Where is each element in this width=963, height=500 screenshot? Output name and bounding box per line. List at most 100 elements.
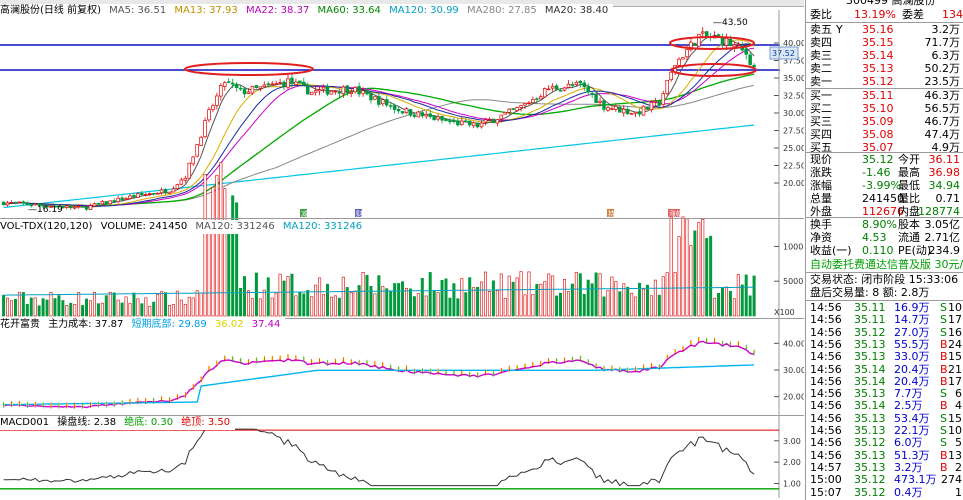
volume-bar <box>219 162 223 317</box>
tick-count: 10 <box>948 424 962 437</box>
candle-body <box>321 86 326 90</box>
candle-body <box>629 113 634 115</box>
candle-body <box>155 192 160 195</box>
after-hours: 盘后交易量: 8 额: 2.8万 <box>810 286 930 299</box>
candle-body <box>491 118 496 123</box>
tick-vol: 20.4万 <box>894 362 930 376</box>
ma22-label: MA22: 38.37 <box>245 5 310 16</box>
volume-bar <box>329 296 333 317</box>
tick-row: 14:56 35.14 20.4万 B 17 <box>806 375 963 389</box>
volume-bar <box>136 298 140 317</box>
stat-label: 总量 <box>810 192 832 205</box>
fund-label: 换手 <box>810 218 832 231</box>
candle-body <box>479 122 484 128</box>
candle-body <box>230 82 235 85</box>
candle-body <box>598 100 602 103</box>
price-tick-label: 22.50 <box>783 162 804 171</box>
candle-body <box>227 81 231 83</box>
volume-bar <box>377 275 381 317</box>
ask-label: 卖五 <box>810 23 832 36</box>
candle-body <box>41 204 45 207</box>
volume-bar <box>152 301 156 317</box>
volume-bar <box>6 297 10 317</box>
candle-body <box>29 204 34 207</box>
candle-body <box>57 205 61 208</box>
volume-bar <box>614 281 618 317</box>
ask-label: 卖三 <box>810 49 832 62</box>
candle-body <box>361 90 365 94</box>
volume-bar <box>227 234 231 317</box>
candle-body <box>167 191 172 194</box>
volume-bar <box>385 288 389 317</box>
ask-row: 卖三 35.14 6.3万 <box>806 49 963 63</box>
tick-count: 4 <box>955 399 962 413</box>
volume-bar <box>250 298 254 317</box>
event-marker-text: 财 <box>356 209 363 218</box>
volume-bar <box>69 302 73 317</box>
volume-bar <box>247 290 251 317</box>
volume-bar <box>361 272 365 317</box>
candle-body <box>124 197 128 200</box>
ad-banner[interactable]: 自动委托费通达信普及版 30元/月 <box>806 258 963 272</box>
volume-bar <box>487 291 491 317</box>
macd-tick-label: 3.00 <box>783 437 801 446</box>
flower-cost: 主力成本: 37.87 <box>48 319 124 330</box>
bid-price: 35.08 <box>862 128 894 141</box>
volume-bar <box>25 303 29 317</box>
volume-bar <box>436 292 440 317</box>
volume-bar <box>96 303 100 317</box>
bid-price: 35.09 <box>862 115 894 128</box>
volume-bar <box>732 298 736 317</box>
volume-bar <box>456 298 460 317</box>
tick-count: 13 <box>948 448 962 462</box>
volume-bar <box>555 295 559 317</box>
volume-bar <box>116 299 120 317</box>
candle-body <box>313 90 318 93</box>
event-marker <box>300 209 307 217</box>
vol-title: VOL-TDX(120,120) <box>0 221 93 232</box>
weicha-label: 委差 <box>902 8 924 21</box>
volume-bar <box>243 276 247 317</box>
volume-bar <box>164 292 168 317</box>
flower-tick-label: 40.00 <box>783 339 804 348</box>
price-tick-label: 20.00 <box>783 179 804 188</box>
tick-row: 14:56 35.13 33.0万 B 15 <box>806 350 963 364</box>
volume-bar <box>476 286 480 317</box>
volume-bar <box>156 294 160 317</box>
ma60-label: MA60: 33.64 <box>317 5 381 16</box>
candle-body <box>614 105 618 110</box>
ask-vol: 23.5万 <box>924 75 961 88</box>
price-tick-label: 32.50 <box>783 92 804 101</box>
flower-tick-label: 30.00 <box>783 366 804 375</box>
candle-body <box>487 119 492 121</box>
tick-price: 35.14 <box>854 399 886 413</box>
volume-bar <box>491 280 495 317</box>
candle-body <box>456 120 460 126</box>
candle-body <box>693 42 697 46</box>
tick-side: S <box>940 301 947 314</box>
candle-body <box>649 102 654 111</box>
tick-price: 35.11 <box>854 313 886 327</box>
candle-body <box>100 201 105 205</box>
candle-body <box>258 86 263 89</box>
candle-body <box>5 202 10 206</box>
highlight-ellipse <box>671 63 757 77</box>
volume-bar <box>160 291 164 317</box>
candle-body <box>317 89 322 92</box>
ask-price: 35.14 <box>862 49 894 62</box>
volume-bar <box>223 188 227 317</box>
kline-chart[interactable]: —43.50 —16.19 减 财 持 涨幅 40.00 37.50 35.00 32.50 30.… <box>0 0 804 500</box>
volume-bar <box>559 292 563 317</box>
bid-row: 买五 35.07 4.9万 <box>806 141 963 155</box>
volume-bar <box>128 303 132 317</box>
volume-bar <box>717 293 721 317</box>
volume-bar <box>531 294 535 317</box>
volume-bar <box>77 292 81 317</box>
candle-body <box>223 82 227 87</box>
ma5-label: MA5: 36.51 <box>109 5 167 16</box>
candle-body <box>298 80 302 84</box>
tick-price: 35.13 <box>854 337 886 351</box>
candle-body <box>345 85 350 94</box>
candle-body <box>535 98 539 100</box>
candle-body <box>104 201 109 205</box>
